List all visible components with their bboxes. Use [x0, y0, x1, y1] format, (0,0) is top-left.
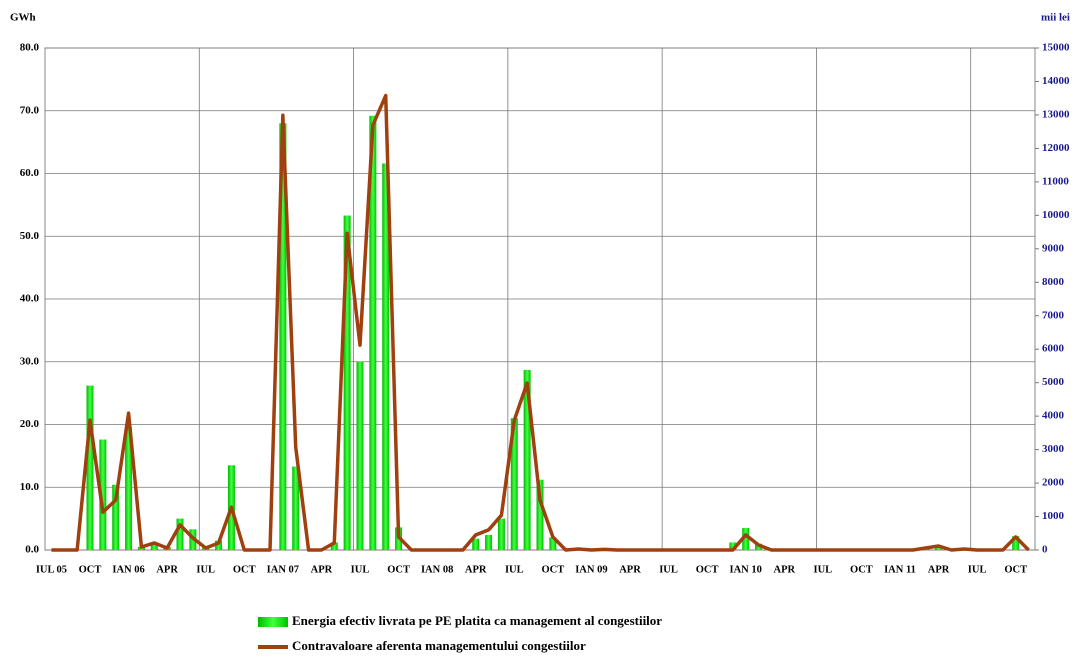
y2-axis-label: mii lei [1041, 12, 1070, 24]
x-tick-label: OCT [233, 564, 256, 575]
bar [215, 540, 223, 550]
x-tick-label: OCT [541, 564, 564, 575]
x-tick-label: APR [311, 564, 333, 575]
bar [523, 369, 531, 550]
x-tick-label: IUL 05 [36, 564, 67, 575]
y-tick-label: 20.0 [20, 418, 40, 430]
bar [536, 479, 544, 550]
y-tick-label: 50.0 [20, 230, 40, 242]
y2-tick-label: 10000 [1042, 209, 1070, 221]
x-tick-label: IAN 08 [421, 564, 453, 575]
bar [472, 538, 480, 550]
bar [292, 466, 300, 550]
y-tick-label: 40.0 [20, 293, 40, 305]
y2-tick-label: 4000 [1042, 410, 1065, 422]
y2-tick-label: 8000 [1042, 276, 1065, 288]
bar [279, 123, 287, 551]
bar [510, 418, 518, 550]
x-tick-label: APR [928, 564, 950, 575]
bar [176, 518, 184, 550]
x-tick-label: IUL [196, 564, 215, 575]
y-tick-label: 60.0 [20, 167, 40, 179]
bar [150, 543, 158, 550]
x-tick-label: APR [465, 564, 487, 575]
bar [86, 385, 94, 550]
bar [369, 115, 377, 551]
y2-tick-label: 12000 [1042, 142, 1070, 154]
x-tick-label: IAN 09 [575, 564, 607, 575]
x-tick-label: APR [773, 564, 795, 575]
bar [485, 534, 493, 550]
bar [935, 546, 943, 550]
x-tick-label: IAN 10 [730, 564, 762, 575]
y2-tick-label: 5000 [1042, 376, 1065, 388]
bar [112, 484, 120, 550]
y-tick-label: 70.0 [20, 104, 40, 116]
y-tick-label: 80.0 [20, 42, 40, 54]
bar [382, 163, 390, 550]
y-tick-label: 30.0 [20, 355, 40, 367]
x-tick-label: OCT [696, 564, 719, 575]
x-tick-label: IAN 06 [112, 564, 144, 575]
x-tick-label: OCT [79, 564, 102, 575]
x-tick-label: IAN 07 [267, 564, 299, 575]
x-tick-label: IAN 11 [884, 564, 916, 575]
x-tick-label: IUL [351, 564, 370, 575]
y2-tick-label: 9000 [1042, 242, 1065, 254]
x-tick-label: IUL [814, 564, 833, 575]
bar [729, 542, 737, 550]
y2-tick-label: 3000 [1042, 443, 1065, 455]
bar [99, 439, 107, 550]
y2-tick-label: 2000 [1042, 477, 1065, 489]
bar [549, 537, 557, 550]
bar [1012, 536, 1020, 550]
legend-swatch [258, 617, 288, 627]
legend-label: Energia efectiv livrata pe PE platita ca… [292, 613, 662, 628]
bar [343, 215, 351, 551]
y2-tick-label: 15000 [1042, 42, 1070, 54]
bar [125, 427, 133, 550]
x-tick-label: IUL [659, 564, 678, 575]
y2-tick-label: 1000 [1042, 510, 1065, 522]
y-tick-label: 0.0 [25, 544, 39, 556]
y2-tick-label: 7000 [1042, 309, 1065, 321]
x-tick-label: APR [619, 564, 641, 575]
y2-tick-label: 11000 [1042, 175, 1069, 187]
y2-tick-label: 14000 [1042, 75, 1070, 87]
x-tick-label: OCT [387, 564, 410, 575]
bar [356, 361, 364, 550]
x-tick-label: IUL [505, 564, 524, 575]
line [51, 93, 1030, 552]
bar [330, 542, 338, 550]
legend-label: Contravaloare aferenta managementului co… [292, 638, 586, 653]
y2-tick-label: 6000 [1042, 343, 1065, 355]
y-tick-label: 10.0 [20, 481, 40, 493]
x-tick-label: OCT [1004, 564, 1027, 575]
x-tick-label: OCT [850, 564, 873, 575]
bar [755, 543, 763, 550]
y2-tick-label: 0 [1042, 544, 1048, 556]
x-tick-label: APR [156, 564, 178, 575]
bar [742, 528, 750, 550]
bar [497, 518, 505, 550]
y-axis-label: GWh [10, 12, 36, 24]
x-tick-label: IUL [968, 564, 987, 575]
y2-tick-label: 13000 [1042, 108, 1070, 120]
